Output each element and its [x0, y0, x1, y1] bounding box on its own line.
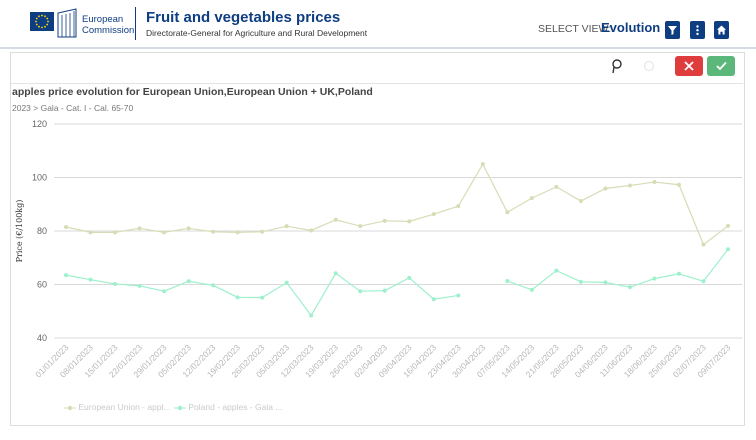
data-point-0 — [627, 183, 632, 188]
data-point-1 — [358, 289, 363, 294]
legend-marker-poland — [174, 404, 186, 412]
legend-item-poland[interactable]: Poland - apples - Gala ... — [174, 402, 282, 412]
logo-text: European Commission — [82, 14, 134, 36]
legend-item-eu[interactable]: European Union - appl... — [64, 402, 171, 412]
filter-button[interactable] — [665, 21, 680, 39]
data-point-1 — [652, 276, 657, 281]
data-point-0 — [505, 210, 510, 215]
data-point-1 — [578, 279, 583, 284]
data-point-1 — [113, 281, 118, 286]
data-point-1 — [456, 293, 461, 298]
y-tick-label: 40 — [37, 333, 47, 343]
data-point-0 — [113, 230, 118, 235]
data-point-0 — [578, 199, 583, 204]
data-point-1 — [627, 285, 632, 290]
legend-label-eu: European Union - appl... — [78, 402, 171, 412]
data-point-1 — [676, 271, 681, 276]
select-view-label: SELECT VIEW: — [538, 23, 612, 35]
data-point-0 — [137, 226, 142, 231]
data-point-0 — [382, 218, 387, 223]
app-title: Fruit and vegetables prices — [146, 9, 341, 26]
data-point-0 — [456, 204, 461, 209]
data-point-0 — [235, 230, 240, 235]
data-point-1 — [88, 277, 93, 282]
select-view-value[interactable]: Evolution — [601, 20, 661, 35]
header-divider — [135, 7, 136, 40]
data-point-0 — [480, 162, 485, 167]
filter-icon — [668, 26, 677, 35]
chart-title: apples price evolution for European Unio… — [12, 86, 373, 98]
data-point-0 — [309, 228, 314, 233]
data-point-1 — [64, 273, 68, 278]
data-point-0 — [554, 184, 559, 189]
eu-flag-icon — [30, 12, 54, 31]
app-header: European Commission Fruit and vegetables… — [0, 0, 756, 49]
home-button[interactable] — [714, 21, 729, 39]
app-subtitle: Directorate-General for Agriculture and … — [146, 28, 368, 38]
data-point-0 — [603, 186, 608, 191]
kebab-menu-icon — [696, 25, 699, 36]
y-tick-label: 60 — [37, 280, 47, 290]
cancel-button[interactable] — [675, 56, 703, 76]
data-point-1 — [333, 271, 338, 276]
data-point-0 — [652, 180, 657, 185]
data-point-0 — [358, 224, 363, 229]
series-line-0 — [65, 162, 729, 246]
close-icon — [684, 61, 694, 71]
data-point-0 — [284, 224, 289, 229]
data-point-0 — [726, 223, 730, 228]
check-icon — [716, 61, 727, 71]
data-point-1 — [431, 297, 436, 302]
data-point-0 — [162, 230, 167, 235]
data-point-0 — [529, 196, 534, 201]
series-line-1 — [507, 248, 729, 291]
pin-icon[interactable] — [609, 58, 625, 76]
chart-subtitle: 2023 > Gala - Cat. I - Cal. 65-70 — [12, 103, 134, 113]
data-point-0 — [333, 217, 338, 222]
data-point-1 — [603, 280, 608, 285]
data-point-1 — [235, 295, 240, 300]
data-point-1 — [529, 287, 534, 292]
data-point-1 — [726, 247, 730, 252]
y-axis-label: Price (€/100kg) — [15, 200, 24, 263]
data-point-1 — [382, 288, 387, 293]
data-point-1 — [137, 283, 142, 288]
data-point-0 — [88, 230, 93, 235]
disabled-tool-icon — [643, 60, 655, 72]
y-tick-label: 120 — [32, 119, 47, 129]
legend-label-poland: Poland - apples - Gala ... — [188, 402, 283, 412]
menu-button[interactable] — [690, 21, 705, 39]
data-point-0 — [64, 224, 68, 229]
data-point-0 — [211, 229, 216, 234]
legend-marker-eu — [64, 404, 76, 412]
series-line-1 — [65, 272, 459, 317]
logo-line-1: European — [82, 14, 124, 25]
data-point-0 — [186, 226, 191, 231]
data-point-1 — [211, 283, 216, 288]
data-point-1 — [309, 313, 314, 318]
data-point-1 — [162, 289, 167, 294]
confirm-button[interactable] — [707, 56, 735, 76]
chart-panel — [10, 52, 745, 426]
data-point-0 — [260, 229, 265, 234]
data-point-0 — [676, 182, 681, 187]
european-commission-logo[interactable]: European Commission — [20, 3, 134, 41]
logo-line-2: Commission — [82, 25, 135, 36]
home-icon — [717, 25, 726, 35]
data-point-0 — [407, 219, 412, 224]
data-point-1 — [284, 280, 289, 285]
data-point-1 — [554, 268, 559, 273]
y-tick-label: 80 — [37, 226, 47, 236]
data-point-1 — [260, 295, 265, 300]
data-point-0 — [431, 212, 436, 217]
data-point-0 — [701, 242, 706, 247]
logo-building-icon — [57, 8, 77, 38]
data-point-1 — [186, 279, 191, 284]
toolbar-divider — [10, 83, 743, 84]
data-point-1 — [505, 279, 510, 284]
y-tick-label: 100 — [32, 173, 47, 183]
data-point-1 — [407, 275, 412, 280]
data-point-1 — [701, 279, 706, 284]
